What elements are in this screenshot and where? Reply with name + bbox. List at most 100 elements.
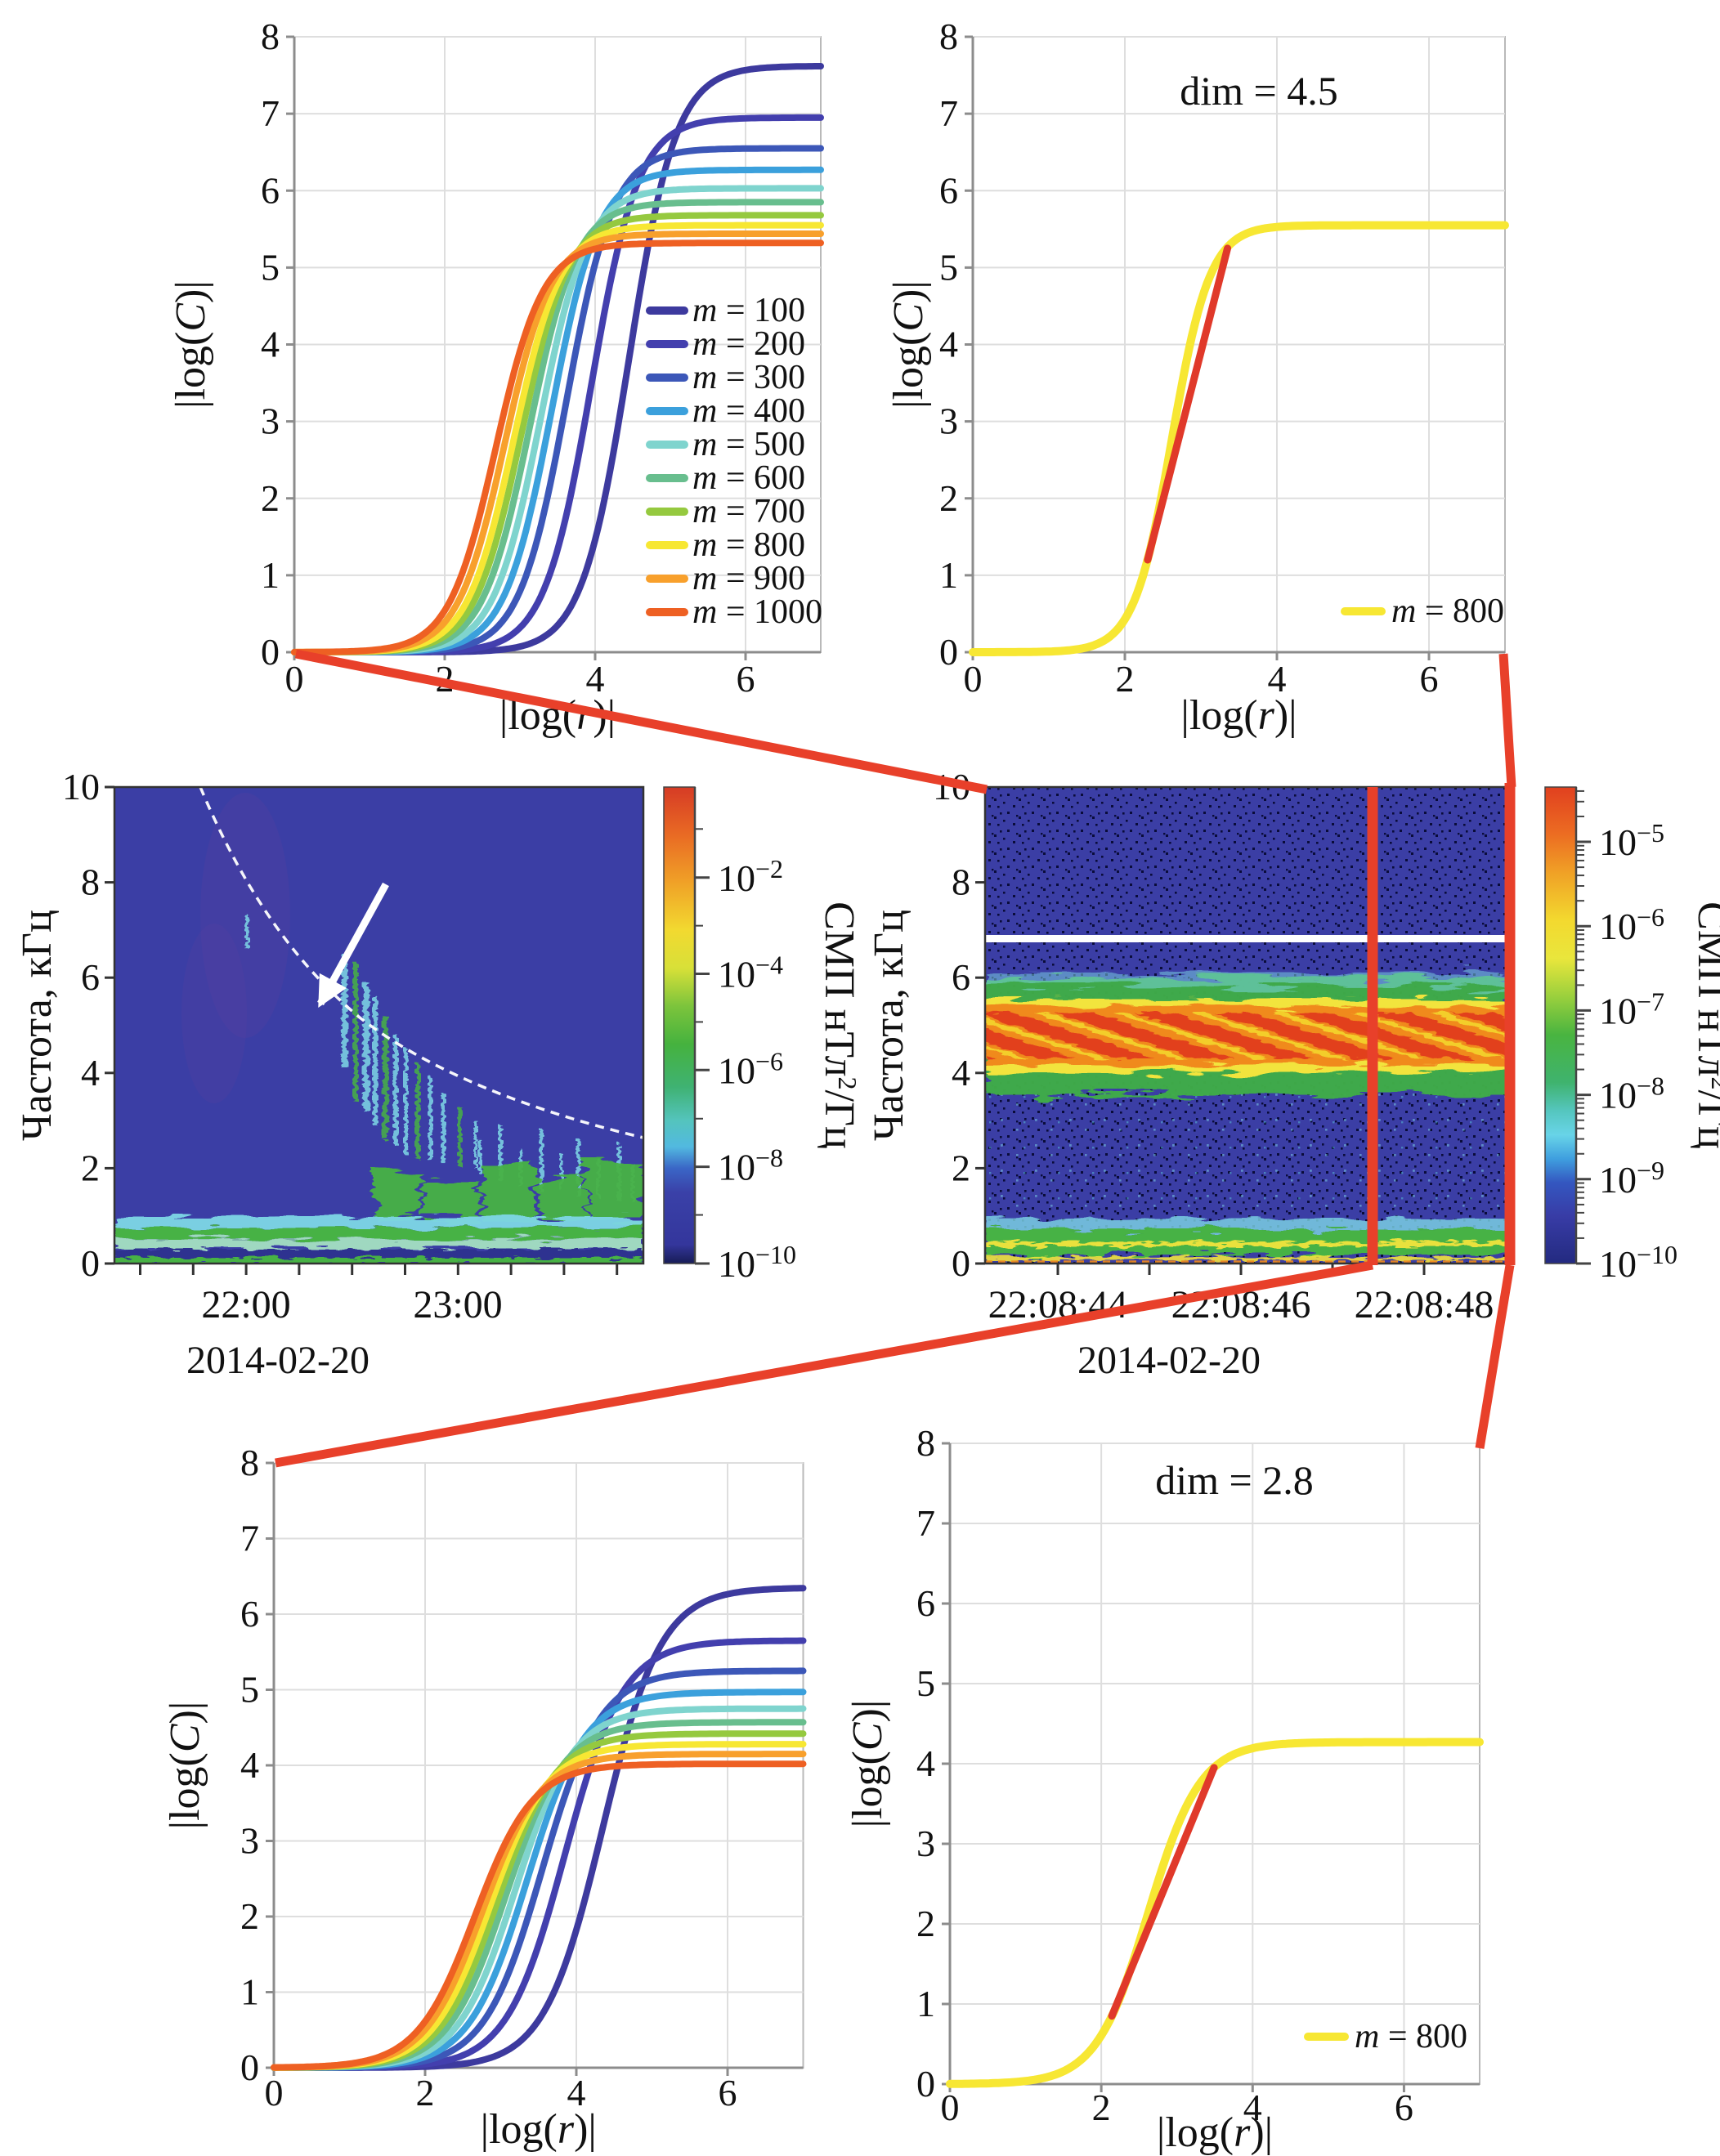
vlf-emission-streak — [393, 1035, 398, 1145]
curve-m-1000 — [271, 1760, 807, 2071]
colorbar-tick-label: 10−2 — [718, 854, 783, 899]
white-arrow-icon — [317, 882, 389, 1008]
label-part: 10 — [1599, 1243, 1637, 1285]
y-tick-label: 6 — [952, 956, 970, 998]
hiss-blob — [425, 1179, 478, 1221]
vlf-emission-streak — [404, 1049, 408, 1154]
label-part: 10 — [1599, 990, 1637, 1031]
label-part: 10 — [1599, 906, 1637, 947]
dispersion-curve-dashed — [199, 787, 643, 1139]
x-tick-label: 0 — [285, 658, 304, 700]
label-part: /Гц — [1689, 1090, 1720, 1149]
time-tick-label: 22:00 — [201, 1283, 290, 1326]
faint-emission-smudge — [200, 793, 290, 1038]
y-tick-label: 8 — [261, 16, 280, 57]
colorbar-tick-label: 10−4 — [718, 951, 783, 995]
label-part: 10 — [1599, 1075, 1637, 1116]
zoom-connector-topright-to-spectro — [1498, 653, 1516, 788]
legend-label-m-1000: m = 1000 — [692, 593, 822, 631]
label-part: m — [692, 392, 717, 430]
legend-label-m-500: m = 500 — [692, 426, 805, 463]
label-part: |log( — [844, 1751, 891, 1827]
colorbar-tick-label: 10−8 — [718, 1143, 783, 1188]
spectrogram-frame — [113, 785, 645, 1265]
frequency-axis-title: Частота, кГц — [866, 910, 912, 1141]
y-tick-label: 7 — [240, 1518, 259, 1559]
label-part: )| — [1250, 2109, 1273, 2156]
y-tick-label: 5 — [240, 1669, 259, 1711]
y-tick-label: 8 — [916, 1422, 935, 1464]
label-part: = 800 — [1416, 593, 1504, 630]
x-tick-label: 2 — [1092, 2087, 1111, 2128]
label-part: r — [576, 692, 593, 739]
yellow-streak-line — [985, 1241, 1509, 1247]
x-axis-title: |log(r)| — [481, 2106, 597, 2153]
y-tick-label: 7 — [916, 1502, 935, 1544]
chorus-cyan-fringe — [985, 973, 1509, 987]
label-part: 10 — [1599, 821, 1637, 863]
green-noise-band — [114, 1227, 643, 1239]
hiss-blob — [587, 1163, 643, 1221]
y-tick-label: 4 — [81, 1052, 100, 1094]
vlf-emission-streak — [560, 1153, 563, 1192]
y-tick-label: 3 — [939, 400, 958, 442]
hiss-blob — [374, 1170, 421, 1219]
vlf-emission-streak — [458, 1106, 462, 1166]
y-tick-label: 2 — [261, 477, 280, 519]
time-tick-label: 23:00 — [413, 1283, 502, 1326]
label-part: /Гц — [816, 1090, 862, 1149]
x-tick-label: 2 — [416, 2072, 435, 2114]
zoom-connector-topleft-to-spectro — [294, 649, 988, 794]
y-tick-label: 4 — [952, 1052, 970, 1094]
y-axis-title: |log(C)| — [162, 1702, 208, 1830]
linear-fit-segment — [1108, 1764, 1218, 2020]
label-part: −8 — [755, 1143, 783, 1173]
label-part: m — [692, 426, 717, 463]
label-part: = 500 — [717, 426, 805, 463]
y-tick-label: 6 — [916, 1582, 935, 1624]
bottom-green-band — [114, 1258, 643, 1264]
x-tick-label: 6 — [1395, 2087, 1413, 2128]
x-axis-title: |log(r)| — [1157, 2109, 1273, 2156]
label-part: −4 — [755, 951, 783, 980]
label-part: )| — [1274, 692, 1297, 739]
vlf-emission-streak — [428, 1077, 432, 1161]
label-part: −9 — [1637, 1156, 1664, 1185]
legend-label-m-200: m = 200 — [692, 325, 805, 363]
vlf-emission-streak — [441, 1092, 446, 1164]
y-tick-label: 3 — [261, 400, 280, 442]
legend-label-m-400: m = 400 — [692, 392, 805, 430]
vlf-emission-streak — [576, 1139, 580, 1197]
frequency-axis-title: Частота, кГц — [14, 910, 60, 1141]
y-tick-label: 3 — [240, 1820, 259, 1862]
y-tick-label: 10 — [62, 766, 100, 807]
y-tick-label: 4 — [261, 324, 280, 365]
yellow-streak-line — [985, 1256, 1509, 1260]
dim-annotation: dim = 4.5 — [1180, 68, 1337, 114]
y-tick-label: 8 — [939, 16, 958, 57]
label-part: m — [692, 292, 717, 329]
legend: m = 800 — [1341, 593, 1504, 630]
linear-fit-segment — [1144, 244, 1232, 564]
y-tick-label: 0 — [81, 1242, 100, 1284]
cyan-speckle-overlay — [985, 1087, 1509, 1219]
time-tick-label: 22:08:48 — [1355, 1283, 1494, 1326]
label-part: m — [692, 325, 717, 363]
y-tick-label: 2 — [952, 1147, 970, 1188]
y-tick-label: 1 — [240, 1971, 259, 2013]
vlf-emission-streak — [383, 1015, 388, 1140]
y-tick-label: 8 — [952, 861, 970, 903]
label-part: C — [168, 302, 214, 332]
label-part: = 700 — [717, 493, 805, 530]
legend-label-m-600: m = 600 — [692, 459, 805, 497]
label-part: r — [1234, 2109, 1251, 2156]
x-tick-label: 0 — [964, 658, 983, 700]
x-tick-label: 4 — [567, 2072, 586, 2114]
label-part: C — [885, 302, 932, 332]
label-part: |log( — [162, 1752, 208, 1829]
